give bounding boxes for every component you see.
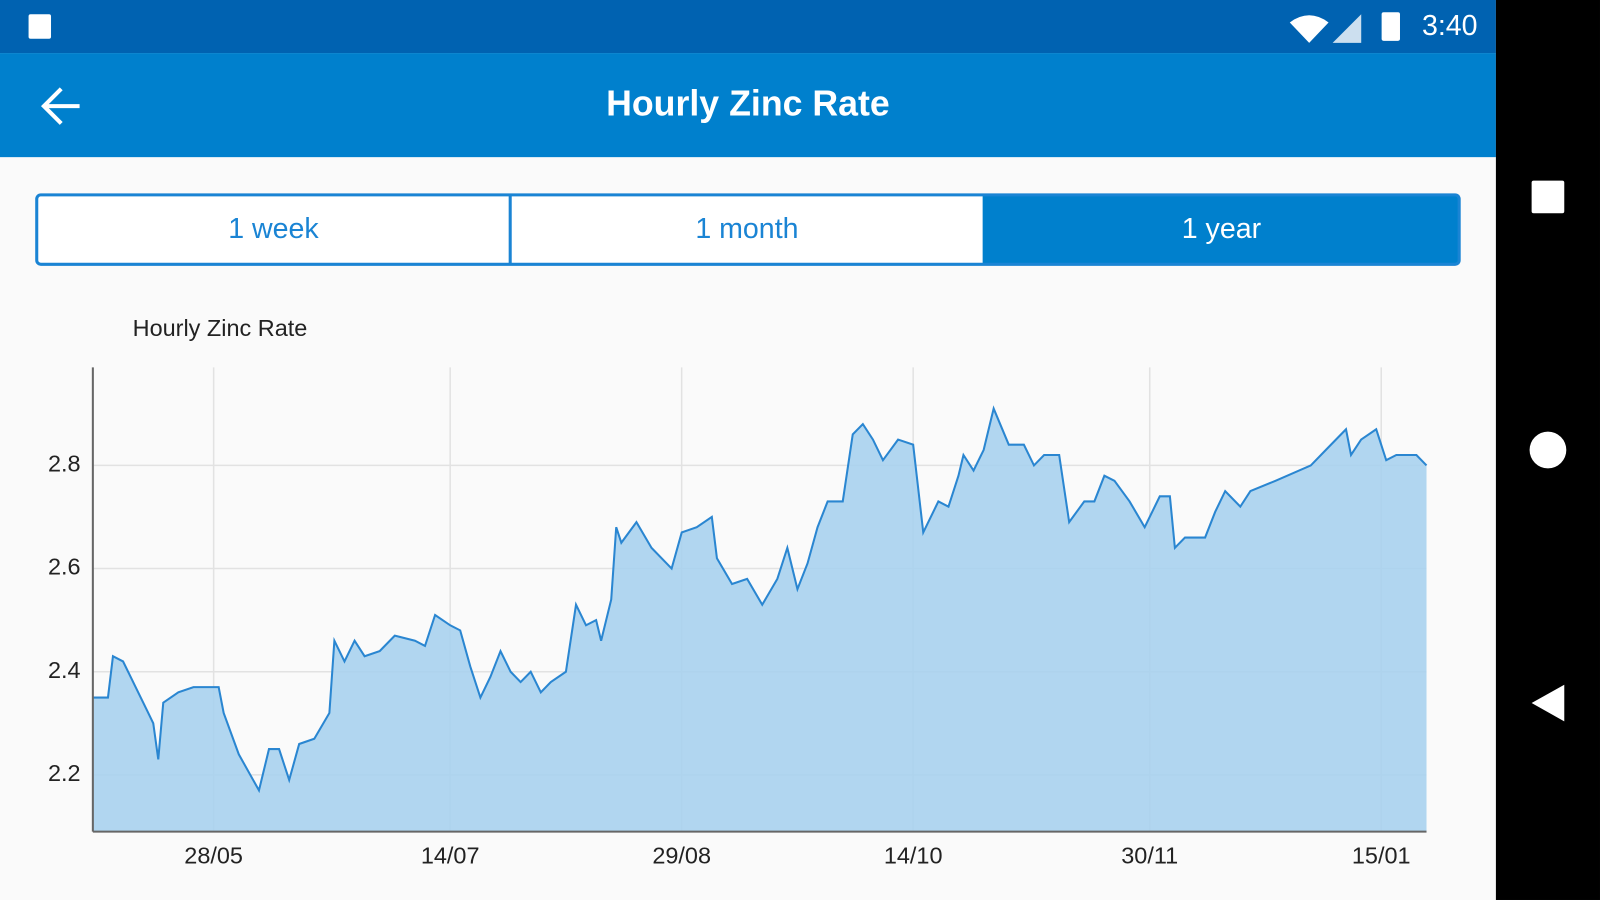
back-button[interactable] xyxy=(40,87,80,125)
tab-group: 1 week 1 month 1 year xyxy=(35,193,1461,266)
status-time: 3:40 xyxy=(1422,10,1478,42)
status-bar xyxy=(0,0,1496,54)
battery-icon xyxy=(1381,12,1400,41)
tab-label[interactable]: 1 year xyxy=(1182,213,1262,245)
back-arrow[interactable] xyxy=(40,87,80,125)
x-tick-label: 28/05 xyxy=(184,842,243,868)
wifi-icon xyxy=(1289,15,1329,43)
home-button[interactable] xyxy=(1529,431,1567,469)
tab[interactable] xyxy=(982,194,1460,265)
back-nav-button[interactable] xyxy=(1531,684,1565,722)
area xyxy=(92,408,1427,832)
tab-label[interactable]: 1 week xyxy=(228,213,319,245)
chart: 2.2 2.4 2.6 2.8 28/05 14/07 29/08 14/10 30/11 15/… xyxy=(48,367,1428,868)
app-bar xyxy=(0,53,1496,158)
y-tick-label: 2.4 xyxy=(48,657,81,683)
y-tick-label: 2.2 xyxy=(48,760,81,786)
x-tick-label: 15/01 xyxy=(1352,842,1411,868)
tab-border xyxy=(35,193,1461,266)
app-title: Hourly Zinc Rate xyxy=(606,84,890,124)
x-tick-label: 14/10 xyxy=(884,842,943,868)
line xyxy=(92,405,1428,794)
notification-icon xyxy=(28,14,52,39)
x-tick-label: 30/11 xyxy=(1121,842,1178,868)
x-tick-label: 29/08 xyxy=(652,842,711,868)
tab[interactable] xyxy=(510,194,983,265)
tab-label[interactable]: 1 month xyxy=(695,213,798,245)
y-tick-label: 2.6 xyxy=(48,554,81,580)
x-tick-label: 14/07 xyxy=(421,842,480,868)
chart-title: Hourly Zinc Rate xyxy=(133,315,308,341)
tab[interactable] xyxy=(36,194,511,265)
recents-button[interactable] xyxy=(1531,180,1565,214)
y-tick-label: 2.8 xyxy=(48,451,81,477)
